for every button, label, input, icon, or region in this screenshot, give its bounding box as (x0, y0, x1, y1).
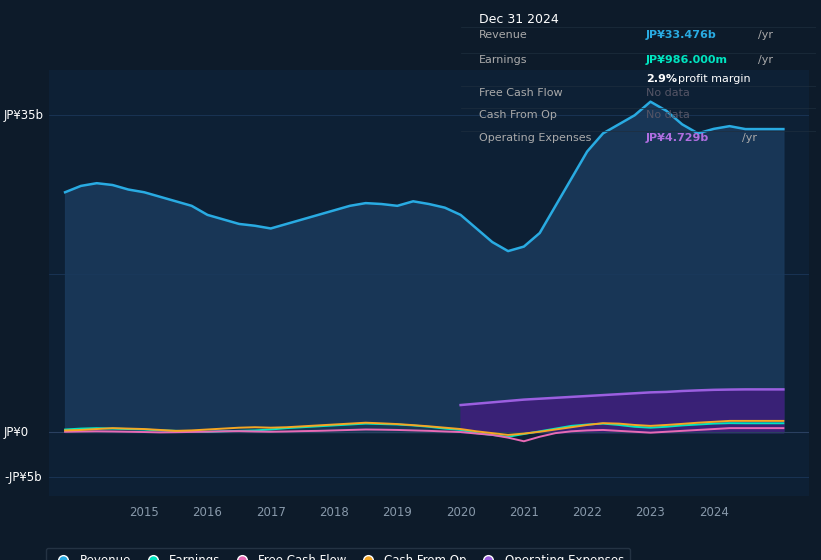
Legend: Revenue, Earnings, Free Cash Flow, Cash From Op, Operating Expenses: Revenue, Earnings, Free Cash Flow, Cash … (46, 548, 630, 560)
Text: /yr: /yr (741, 133, 757, 143)
Text: JP¥4.729b: JP¥4.729b (646, 133, 709, 143)
Text: Revenue: Revenue (479, 30, 528, 40)
Text: No data: No data (646, 110, 690, 120)
Text: JP¥986.000m: JP¥986.000m (646, 55, 728, 66)
Text: Free Cash Flow: Free Cash Flow (479, 88, 562, 98)
Text: Operating Expenses: Operating Expenses (479, 133, 591, 143)
Text: Dec 31 2024: Dec 31 2024 (479, 13, 559, 26)
Text: JP¥35b: JP¥35b (4, 109, 44, 122)
Text: -JP¥5b: -JP¥5b (4, 471, 42, 484)
Text: Earnings: Earnings (479, 55, 528, 66)
Text: 2.9%: 2.9% (646, 74, 677, 84)
Text: profit margin: profit margin (678, 74, 750, 84)
Text: JP¥33.476b: JP¥33.476b (646, 30, 717, 40)
Text: /yr: /yr (758, 30, 773, 40)
Text: No data: No data (646, 88, 690, 98)
Text: /yr: /yr (758, 55, 773, 66)
Text: Cash From Op: Cash From Op (479, 110, 557, 120)
Text: JP¥0: JP¥0 (4, 426, 30, 438)
